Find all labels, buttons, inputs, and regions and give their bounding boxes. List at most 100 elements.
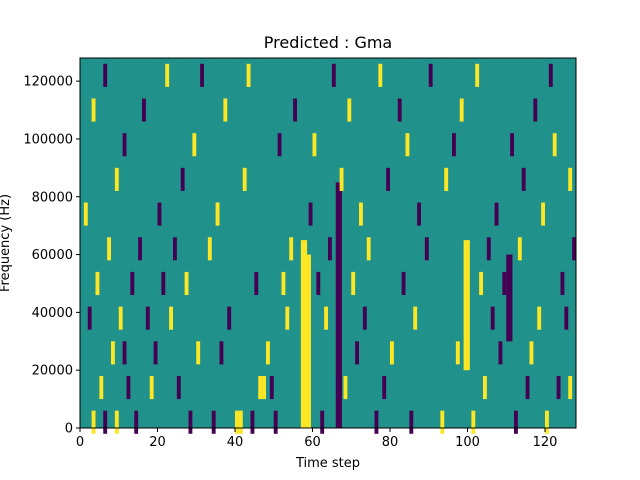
heatmap-cell-114 — [428, 63, 433, 87]
y-tick-label-3: 60000 — [32, 248, 73, 263]
heatmap-column-2 — [463, 240, 470, 371]
heatmap-cell-86 — [242, 167, 247, 191]
x-tick-label-4: 80 — [382, 435, 399, 450]
heatmap-cell-7 — [238, 410, 243, 434]
heatmap-cell-107 — [533, 98, 538, 122]
heatmap-cell-60 — [351, 271, 356, 296]
heatmap-cell-91 — [568, 167, 573, 191]
heatmap-cell-88 — [386, 167, 390, 191]
heatmap-cell-78 — [215, 202, 220, 226]
y-axis-label: Frequency (Hz) — [0, 194, 13, 292]
y-tick-label-4: 80000 — [32, 190, 73, 205]
heatmap-cell-92 — [122, 133, 127, 157]
heatmap-cell-56 — [184, 271, 189, 296]
heatmap-cell-29 — [568, 375, 573, 400]
heatmap-cell-73 — [486, 237, 491, 261]
heatmap-cell-106 — [459, 98, 464, 122]
heatmap-cells — [83, 63, 576, 434]
heatmap-cell-83 — [541, 202, 545, 226]
heatmap-cell-68 — [207, 237, 212, 261]
heatmap-cell-14 — [471, 410, 476, 434]
heatmap-cell-28 — [556, 375, 561, 400]
heatmap-cell-103 — [293, 98, 297, 122]
heatmap-cell-79 — [308, 202, 313, 226]
y-tick-label-6: 120000 — [23, 75, 73, 90]
heatmap-cell-99 — [552, 133, 557, 157]
heatmap-cell-45 — [227, 306, 232, 330]
heatmap-cell-74 — [517, 237, 522, 261]
x-tick-label-1: 20 — [149, 435, 166, 450]
plot-area — [79, 57, 577, 434]
heatmap-cell-65 — [107, 237, 111, 261]
heatmap-cell-11 — [374, 410, 379, 434]
heatmap-cell-82 — [494, 202, 499, 226]
heatmap-cell-89 — [444, 167, 449, 191]
heatmap-cell-66 — [138, 237, 142, 261]
heatmap-cell-77 — [157, 202, 162, 226]
heatmap-cell-81 — [417, 202, 421, 226]
heatmap-cell-6 — [235, 410, 239, 434]
heatmap-cell-111 — [246, 63, 251, 87]
heatmap-cell-108 — [103, 63, 108, 87]
heatmap-cell-67 — [173, 237, 177, 261]
heatmap-cell-47 — [324, 306, 328, 330]
heatmap-cell-30 — [111, 341, 115, 365]
heatmap-column-4 — [335, 182, 342, 428]
heatmap-cell-41 — [87, 306, 92, 330]
heatmap-cell-38 — [455, 341, 460, 365]
heatmap-cell-115 — [475, 63, 480, 87]
heatmap-cell-50 — [490, 306, 495, 330]
heatmap-cell-61 — [401, 271, 406, 296]
heatmap-cell-93 — [192, 133, 197, 157]
heatmap-cell-62 — [479, 271, 483, 296]
heatmap-cell-4 — [188, 410, 193, 434]
heatmap-cell-80 — [359, 202, 363, 226]
chart-title: Predicted : Gma — [264, 33, 392, 52]
heatmap-cell-63 — [502, 271, 507, 296]
heatmap-cell-1 — [103, 410, 108, 434]
heatmap-cell-116 — [548, 63, 553, 87]
heatmap-cell-3 — [134, 410, 139, 434]
heatmap-cell-100 — [91, 98, 96, 122]
heatmap-column-0 — [300, 240, 308, 428]
heatmap-cell-72 — [424, 237, 429, 261]
plot-frame — [79, 57, 577, 429]
heatmap-cell-57 — [254, 271, 259, 296]
heatmap-cell-17 — [99, 375, 104, 400]
heatmap-cell-20 — [176, 375, 181, 400]
y-tick-label-5: 100000 — [23, 132, 73, 147]
heatmap-cell-19 — [149, 375, 154, 400]
heatmap-cell-58 — [281, 271, 286, 296]
x-tick-label-3: 60 — [304, 435, 321, 450]
heatmap-cell-27 — [525, 375, 530, 400]
heatmap-cell-25 — [382, 375, 387, 400]
heatmap-cell-51 — [537, 306, 542, 330]
heatmap-cell-40 — [529, 341, 534, 365]
heatmap-cell-5 — [211, 410, 216, 434]
heatmap-cell-105 — [397, 98, 402, 122]
heatmap-cell-69 — [289, 237, 294, 261]
heatmap-cell-22 — [262, 375, 266, 400]
heatmap-cell-55 — [161, 271, 166, 296]
heatmap-cell-48 — [362, 306, 367, 330]
heatmap-column-3 — [506, 254, 513, 342]
heatmap-cell-59 — [316, 271, 321, 296]
heatmap-cell-71 — [366, 237, 371, 261]
heatmap-cell-0 — [91, 410, 96, 434]
x-tick-label-6: 120 — [533, 435, 558, 450]
heatmap-cell-21 — [258, 375, 263, 400]
heatmap-cell-53 — [95, 271, 100, 296]
heatmap-cell-42 — [118, 306, 123, 330]
heatmap-cell-18 — [126, 375, 131, 400]
heatmap-cell-43 — [145, 306, 150, 330]
heatmap-cell-97 — [452, 133, 456, 157]
heatmap-cell-85 — [180, 167, 185, 191]
heatmap-cell-102 — [223, 98, 228, 122]
heatmap-cell-24 — [343, 375, 348, 400]
x-tick-label-2: 40 — [227, 435, 244, 450]
heatmap-cell-112 — [331, 63, 336, 87]
heatmap-cell-109 — [165, 63, 170, 87]
heatmap-cell-10 — [320, 410, 325, 434]
x-tick-label-0: 0 — [76, 435, 84, 450]
heatmap-cell-31 — [122, 341, 127, 365]
